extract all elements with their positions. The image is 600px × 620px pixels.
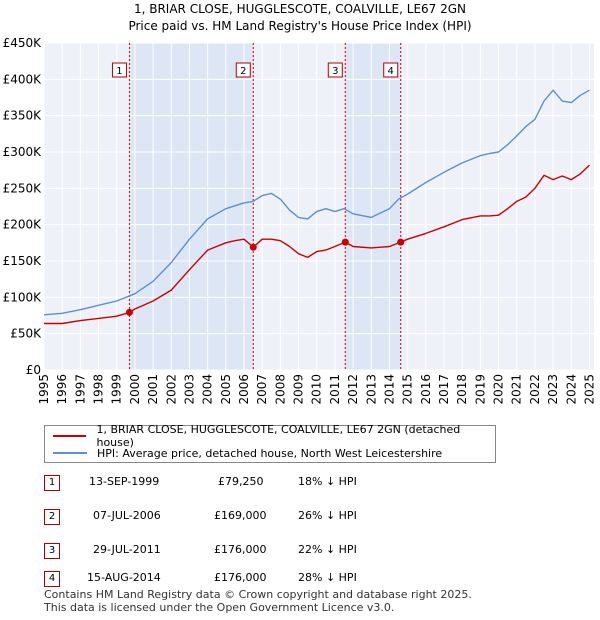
sale-hpi-diff: 26% ↓ HPI bbox=[298, 509, 357, 522]
legend-item-property: 1, BRIAR CLOSE, HUGGLESCOTE, COALVILLE, … bbox=[53, 423, 495, 449]
sale-row: 2 07-JUL-2006 £169,000 26% ↓ HPI bbox=[44, 506, 444, 526]
sale-price: £176,000 bbox=[214, 543, 267, 556]
x-tick-label: 2004 bbox=[201, 374, 215, 405]
sale-number-box bbox=[383, 62, 399, 78]
sale-date: 15-AUG-2014 bbox=[87, 571, 161, 584]
y-tick-label: £200K bbox=[3, 218, 43, 232]
sale-row: 4 15-AUG-2014 £176,000 28% ↓ HPI bbox=[44, 568, 444, 588]
x-tick-label: 2019 bbox=[473, 374, 487, 405]
sale-number-box bbox=[235, 62, 251, 78]
sale-row: 3 29-JUL-2011 £176,000 22% ↓ HPI bbox=[44, 540, 444, 560]
sale-price: £169,000 bbox=[214, 509, 267, 522]
legend-swatch-hpi bbox=[53, 452, 87, 454]
x-tick-label: 2000 bbox=[128, 374, 142, 405]
sale-date: 13-SEP-1999 bbox=[89, 475, 160, 488]
sale-date: 29-JUL-2011 bbox=[93, 543, 161, 556]
y-tick-label: £0 bbox=[26, 363, 41, 377]
sale-row: 1 13-SEP-1999 £79,250 18% ↓ HPI bbox=[44, 472, 444, 492]
x-tick-label: 2006 bbox=[237, 374, 251, 405]
sale-number-label: 4 bbox=[388, 66, 394, 77]
x-tick-label: 1998 bbox=[92, 374, 106, 405]
sale-number-badge: 3 bbox=[44, 543, 60, 559]
y-tick-label: £450K bbox=[3, 36, 43, 50]
sale-price: £176,000 bbox=[214, 571, 267, 584]
x-tick-label: 2025 bbox=[582, 374, 596, 405]
sale-point bbox=[249, 243, 257, 251]
footer-licence: This data is licensed under the Open Gov… bbox=[44, 601, 395, 614]
x-tick-label: 2012 bbox=[346, 374, 360, 405]
chart-title: 1, BRIAR CLOSE, HUGGLESCOTE, COALVILLE, … bbox=[134, 2, 466, 16]
x-tick-label: 2008 bbox=[273, 374, 287, 405]
legend-label-property: 1, BRIAR CLOSE, HUGGLESCOTE, COALVILLE, … bbox=[96, 423, 461, 449]
legend-swatch-property bbox=[53, 435, 87, 437]
sale-hpi-diff: 18% ↓ HPI bbox=[298, 475, 357, 488]
legend-label-hpi: HPI: Average price, detached house, Nort… bbox=[97, 446, 443, 460]
y-tick-label: £300K bbox=[3, 145, 43, 159]
x-tick-label: 1996 bbox=[55, 374, 69, 405]
x-tick-label: 2015 bbox=[401, 374, 415, 405]
y-tick-label: £250K bbox=[3, 181, 43, 195]
x-tick-label: 2018 bbox=[455, 374, 469, 405]
x-tick-label: 2014 bbox=[382, 374, 396, 405]
footer-copyright: Contains HM Land Registry data © Crown c… bbox=[44, 588, 472, 601]
x-tick-label: 2013 bbox=[364, 374, 378, 405]
sale-number-badge: 1 bbox=[44, 475, 60, 491]
sale-point bbox=[341, 238, 349, 246]
chart-subtitle: Price paid vs. HM Land Registry's House … bbox=[128, 19, 471, 33]
x-tick-label: 2003 bbox=[182, 374, 196, 405]
sale-number-label: 2 bbox=[240, 66, 246, 77]
y-tick-label: £50K bbox=[10, 327, 42, 341]
sale-number-box bbox=[327, 62, 343, 78]
x-tick-label: 2023 bbox=[546, 374, 560, 405]
x-tick-label: 2001 bbox=[146, 374, 160, 405]
y-tick-label: £350K bbox=[3, 109, 43, 123]
sale-hpi-diff: 22% ↓ HPI bbox=[298, 543, 357, 556]
y-tick-label: £150K bbox=[3, 254, 43, 268]
x-tick-label: 2017 bbox=[437, 374, 451, 405]
x-tick-label: 2002 bbox=[164, 374, 178, 405]
x-tick-label: 1999 bbox=[110, 374, 124, 405]
x-tick-label: 1997 bbox=[73, 374, 87, 405]
x-tick-label: 2022 bbox=[528, 374, 542, 405]
x-tick-label: 2024 bbox=[564, 374, 578, 405]
price-chart: 1, BRIAR CLOSE, HUGGLESCOTE, COALVILLE, … bbox=[3, 2, 597, 405]
sale-point bbox=[125, 308, 133, 316]
legend-item-hpi: HPI: Average price, detached house, Nort… bbox=[53, 445, 442, 461]
sale-number-box bbox=[111, 62, 127, 78]
sale-price: £79,250 bbox=[218, 475, 264, 488]
legend: 1, BRIAR CLOSE, HUGGLESCOTE, COALVILLE, … bbox=[44, 423, 496, 463]
x-tick-label: 2009 bbox=[292, 374, 306, 405]
x-tick-label: 2005 bbox=[219, 374, 233, 405]
sale-number-label: 3 bbox=[332, 66, 338, 77]
x-tick-label: 2020 bbox=[492, 374, 506, 405]
x-tick-label: 2021 bbox=[510, 374, 524, 405]
sale-point bbox=[397, 238, 405, 246]
x-tick-label: 1995 bbox=[37, 374, 51, 405]
x-tick-label: 2010 bbox=[310, 374, 324, 405]
sale-number-badge: 2 bbox=[44, 509, 60, 525]
footer: Contains HM Land Registry data © Crown c… bbox=[44, 588, 472, 614]
sale-number-badge: 4 bbox=[44, 571, 60, 587]
price-paid-line bbox=[44, 164, 590, 325]
sale-date: 07-JUL-2006 bbox=[93, 509, 161, 522]
x-tick-label: 2016 bbox=[419, 374, 433, 405]
sale-number-label: 1 bbox=[116, 66, 122, 77]
plot-background bbox=[44, 43, 594, 370]
sale-hpi-diff: 28% ↓ HPI bbox=[298, 571, 357, 584]
x-tick-label: 2011 bbox=[328, 374, 342, 405]
y-tick-label: £400K bbox=[3, 72, 43, 86]
plot-area: 1 2 3 4 £0 £50K £100K £150K £200K £250K £300K £350K… bbox=[3, 36, 597, 405]
x-tick-label: 2007 bbox=[255, 374, 269, 405]
hpi-line bbox=[43, 89, 590, 316]
y-tick-label: £100K bbox=[3, 290, 43, 304]
